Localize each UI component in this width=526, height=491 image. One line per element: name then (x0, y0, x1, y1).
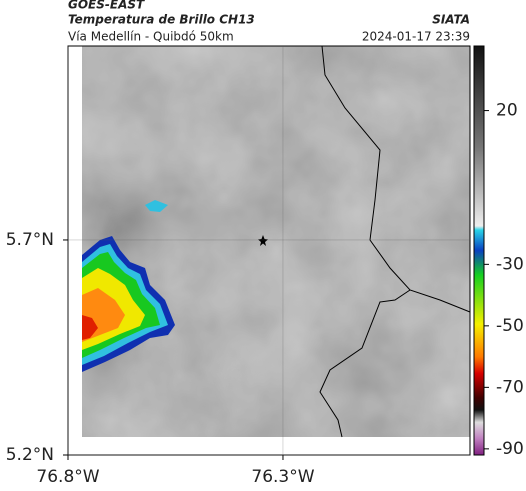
y-tick-label: 5.7°N (6, 230, 54, 250)
colorbar-tick-label: 20 (496, 101, 518, 121)
title: GOES-EAST (68, 0, 145, 12)
x-tick-label: 76.3°W (251, 467, 314, 487)
colorbar (473, 45, 485, 456)
colorbar-tick-label: -90 (496, 439, 524, 459)
timestamp: 2024-01-17 23:39 (362, 30, 470, 44)
satellite-image (82, 45, 471, 438)
subtitle: Temperatura de Brillo CH13 (68, 13, 255, 27)
route: Vía Medellín - Quibdó 50km (68, 30, 234, 44)
colorbar-tick-label: -30 (496, 254, 524, 274)
y-tick-label: 5.2°N (6, 445, 54, 465)
source: SIATA (432, 13, 470, 27)
colorbar-tick-label: -50 (496, 316, 524, 336)
x-tick-label: 76.8°W (36, 467, 99, 487)
colorbar-tick-label: -70 (496, 377, 524, 397)
